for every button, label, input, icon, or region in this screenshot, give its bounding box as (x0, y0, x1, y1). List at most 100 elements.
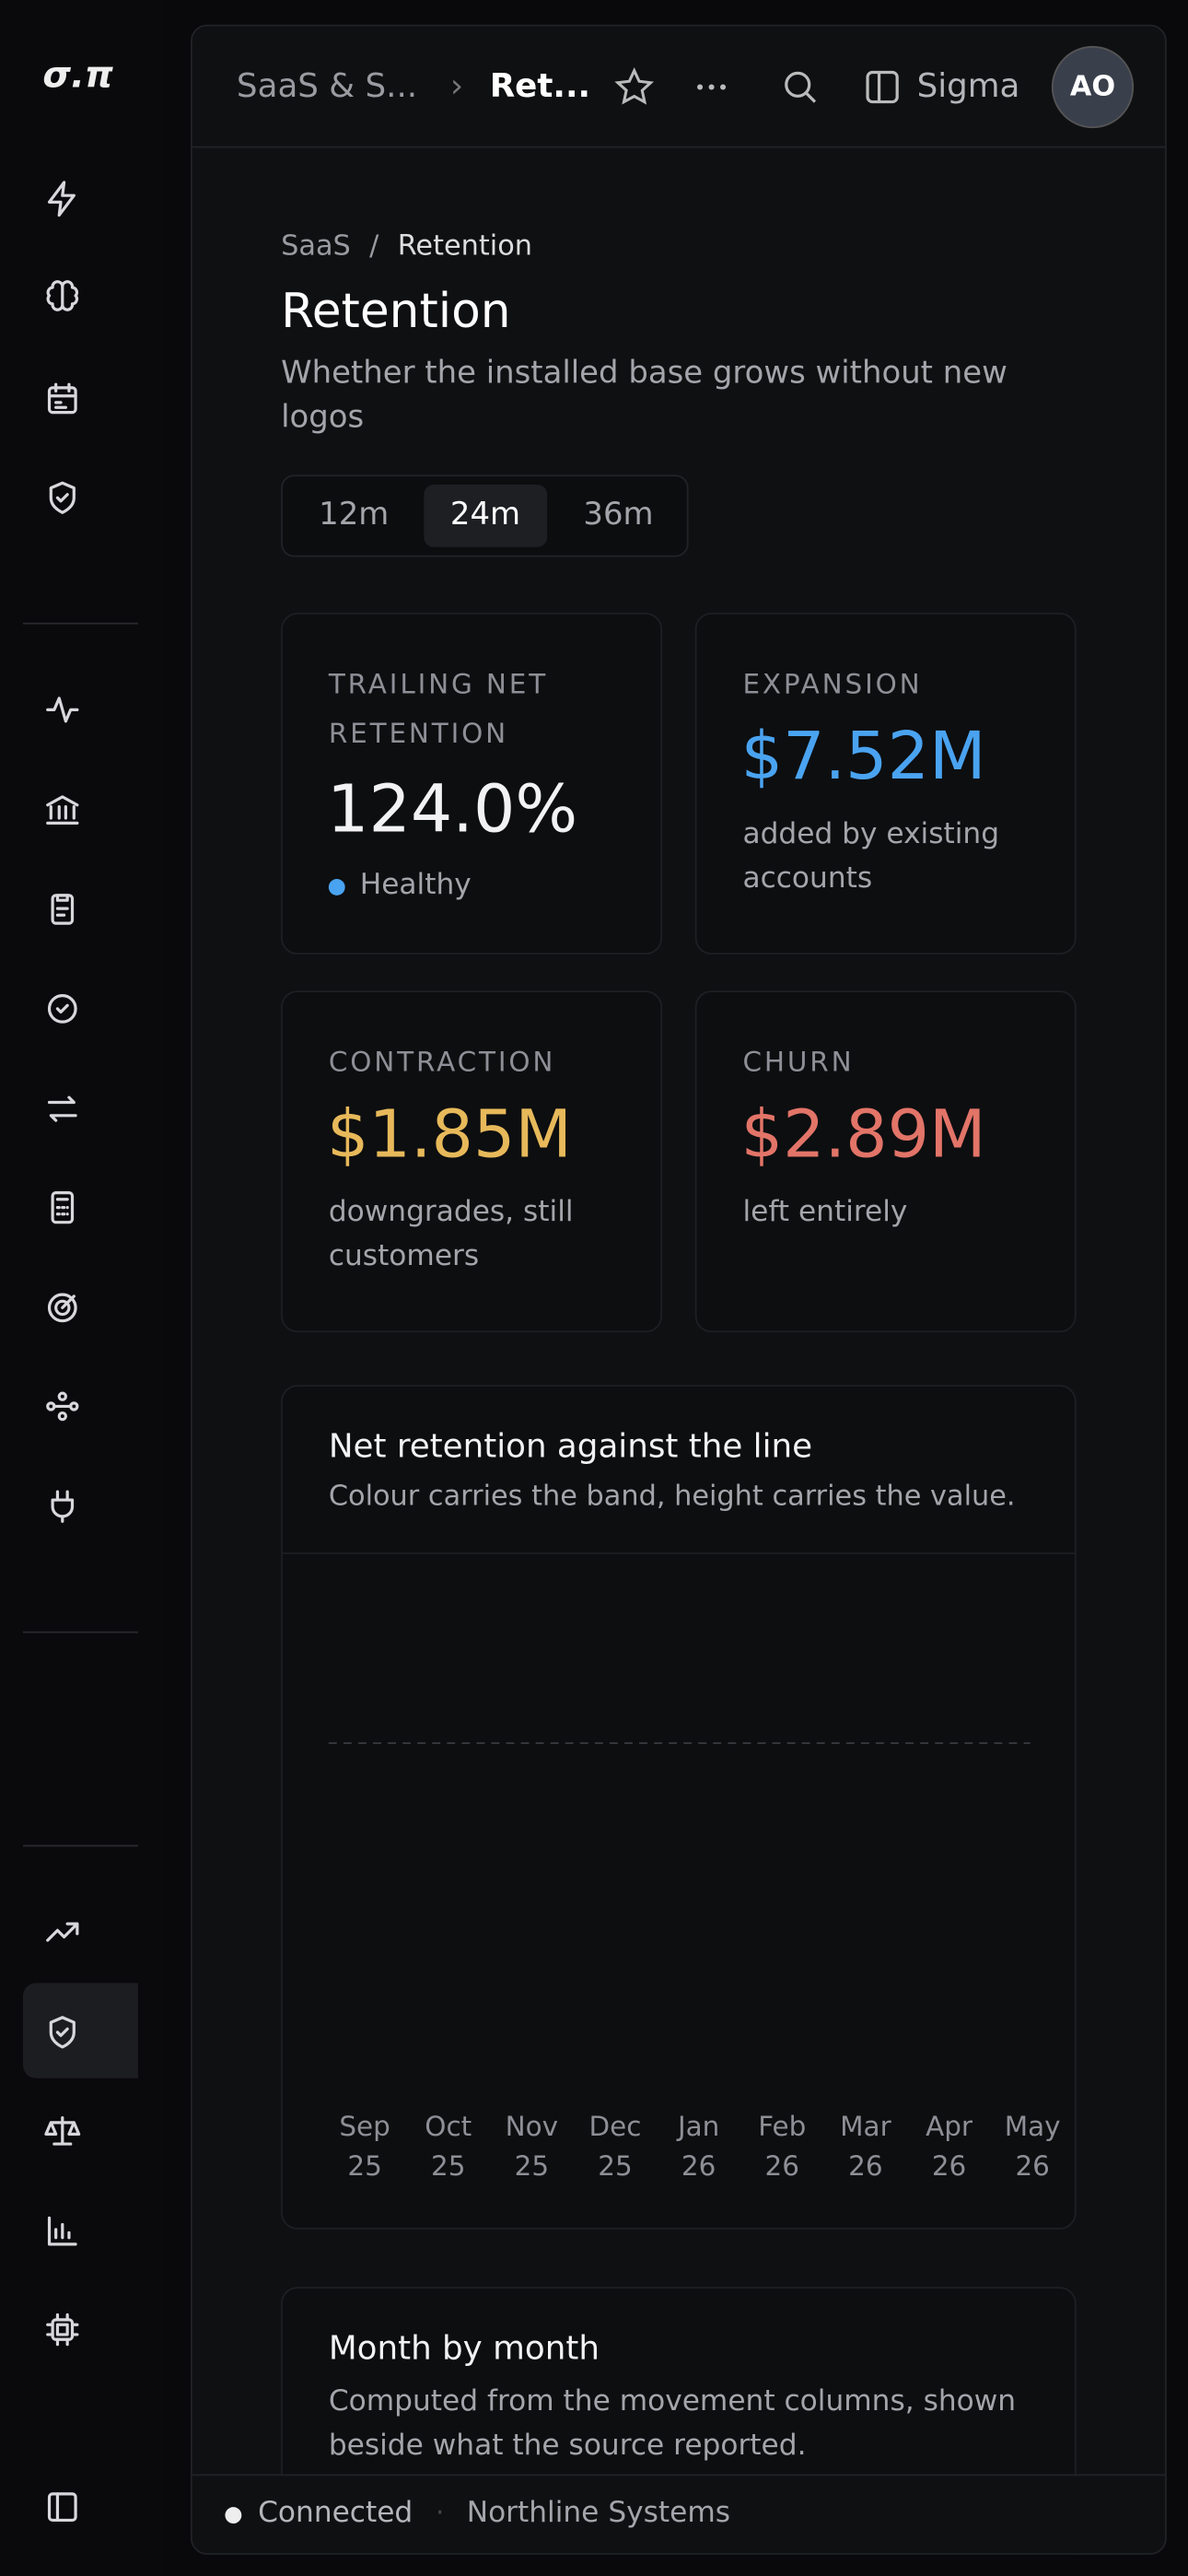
crumb-sep: / (369, 229, 379, 263)
icon (51, 894, 75, 925)
x-tick-label: Dec (589, 2111, 642, 2142)
nav-icon[interactable] (42, 2211, 82, 2251)
nav-icon[interactable] (42, 478, 82, 518)
nav-icon[interactable] (42, 989, 82, 1028)
page-subtitle: Whether the installed base grows without… (281, 355, 1007, 436)
chart-title: Net retention against the line (328, 1425, 813, 1466)
section-subtitle: Computed from the movement columns, show… (328, 2385, 1017, 2464)
x-tick-label: 26 (765, 2150, 799, 2182)
range-option[interactable]: 36m (583, 496, 654, 533)
kpi-card: CHURN $2.89M left entirely (694, 990, 1077, 1333)
company: Northline Systems (466, 2497, 731, 2531)
kpi-value: $7.52M (740, 720, 986, 796)
icon (47, 2216, 77, 2246)
range-control: 12m 24m 36m (281, 474, 689, 557)
kpi-note: downgrades, still customers (328, 1196, 574, 1273)
x-tick-label: Apr (926, 2111, 973, 2142)
breadcrumb: SaaS / Retention (281, 230, 532, 263)
x-tick-label: Feb (758, 2111, 806, 2142)
chart-card: Net retention against the line Colour ca… (281, 1385, 1077, 2230)
icon (46, 795, 79, 825)
status-dot (328, 879, 345, 896)
nav-icon[interactable] (42, 1487, 82, 1527)
nav-icon[interactable] (42, 790, 82, 830)
crumb-parent[interactable]: SaaS & S... (236, 65, 418, 106)
icon (47, 1095, 77, 1122)
page-title: Retention (281, 282, 511, 339)
divider (22, 622, 138, 625)
panel-icon[interactable] (863, 67, 903, 107)
nav-icon[interactable] (42, 1188, 82, 1227)
topbar (192, 27, 1165, 148)
status: Connected (258, 2497, 413, 2531)
nav-icon[interactable] (42, 2012, 82, 2052)
search-icon[interactable] (780, 67, 820, 107)
x-tick-label: 26 (1015, 2150, 1049, 2182)
kpi-card: EXPANSION $7.52M added by existing account… (694, 613, 1077, 955)
divider (22, 1844, 138, 1847)
kpi-label: CONTRACTION (328, 1046, 556, 1078)
x-tick-label: May (1005, 2111, 1061, 2142)
kpi-value: $1.85M (327, 1097, 572, 1174)
crumb[interactable]: SaaS (281, 229, 351, 263)
kpi-card: TRAILING NET RETENTION 124.0% Healthy (281, 613, 663, 955)
x-tick-label: 25 (431, 2150, 465, 2182)
icon (49, 2016, 76, 2049)
sidebar (0, 0, 165, 2576)
range-option[interactable]: 24m (449, 496, 521, 533)
nav-icon[interactable] (42, 2111, 82, 2150)
status-dot (225, 2507, 242, 2523)
footer: Connected · Northline Systems (192, 2474, 1165, 2554)
x-tick-label: Jan (676, 2111, 719, 2142)
icon (46, 2313, 79, 2347)
x-tick-label: Mar (840, 2111, 891, 2142)
nav-icon[interactable] (42, 380, 82, 419)
nav-icon[interactable] (42, 1089, 82, 1129)
icon (47, 2492, 77, 2523)
icon (44, 2115, 81, 2146)
divider (282, 1552, 1075, 1554)
icon (49, 481, 76, 514)
x-tick-label: 25 (347, 2150, 381, 2182)
icon (47, 994, 77, 1024)
kpi-value: 124.0% (327, 772, 578, 849)
nav-icon[interactable] (42, 2310, 82, 2349)
nav-icon[interactable] (42, 889, 82, 929)
kpi-note: left entirely (742, 1196, 908, 1229)
chart: Sep 25 Oct 25 Nov 25 Dec 25 Jan 26 Feb 26 Mar 26 Apr 26… (328, 1742, 1061, 2182)
icon (46, 1391, 79, 1422)
nav-icon[interactable] (42, 690, 82, 730)
active-nav-bg (22, 1983, 138, 2078)
nav-icon[interactable] (42, 1387, 82, 1426)
kpi-note: added by existing accounts (742, 818, 1000, 896)
workspace[interactable]: Sigma (916, 65, 1020, 106)
icon (46, 697, 79, 723)
star-icon[interactable] (614, 67, 655, 107)
kpi-note: Healthy (359, 869, 472, 902)
x-tick-label: 26 (681, 2150, 716, 2182)
icon (47, 382, 77, 415)
nav-icon[interactable] (42, 179, 82, 218)
x-tick-label: 25 (515, 2150, 549, 2182)
nav-icon[interactable] (42, 279, 82, 319)
nav-icon[interactable] (42, 2488, 82, 2527)
icon (46, 1922, 79, 1942)
separator: · (435, 2497, 445, 2531)
icon (46, 280, 79, 311)
range-option[interactable]: 12m (319, 496, 390, 533)
nav-icon[interactable] (42, 1913, 82, 1952)
kpi-value: $2.89M (740, 1097, 986, 1174)
kpi-label: CHURN (742, 1046, 855, 1078)
avatar[interactable]: AO (1051, 45, 1135, 129)
range-active-bg (424, 485, 548, 547)
section-title: Month by month (328, 2327, 600, 2368)
nav-icon[interactable] (42, 1288, 82, 1328)
x-tick-label: Oct (425, 2111, 472, 2142)
x-tick-label: 26 (848, 2150, 882, 2182)
logo[interactable]: σ.π (42, 55, 113, 98)
chart-subtitle: Colour carries the band, height carries … (328, 1480, 1016, 1514)
more-icon[interactable] (692, 67, 731, 107)
crumb: Retention (397, 229, 532, 263)
